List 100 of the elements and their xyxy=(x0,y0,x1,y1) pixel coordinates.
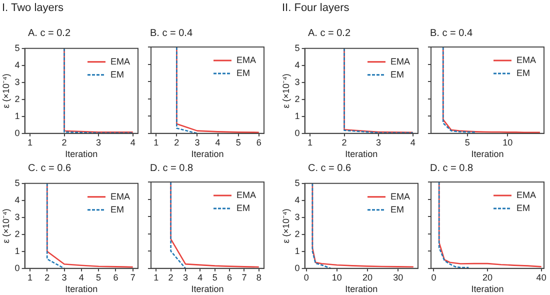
x-tick-label: 6 xyxy=(227,272,232,282)
legend-label: EMA xyxy=(236,190,256,200)
x-axis-title: Iteration xyxy=(65,149,98,160)
x-tick-label: 4 xyxy=(130,137,136,148)
legend-label: EMA xyxy=(390,56,410,66)
chart-title: A. c = 0.2 xyxy=(307,28,352,41)
x-tick-label: 20 xyxy=(482,272,493,282)
x-tick-label: 1 xyxy=(27,137,32,148)
x-axis-title: Iteration xyxy=(345,149,378,160)
legend-label: EM xyxy=(236,68,250,78)
y-tick-label: 1 xyxy=(294,246,300,256)
legend-label: EM xyxy=(516,68,530,78)
chart-title: B. c = 0.4 xyxy=(429,28,474,41)
y-tick-label: 2 xyxy=(294,94,300,104)
y-tick-label: 5 xyxy=(294,178,300,188)
x-tick-label: 20 xyxy=(362,272,373,282)
legend-label: EMA xyxy=(110,191,130,202)
x-tick-label: 8 xyxy=(256,272,262,282)
x-tick-label: 3 xyxy=(182,272,188,282)
legend-label: EMA xyxy=(236,54,256,65)
y-axis-title: ε (×10⁻⁴) xyxy=(280,74,291,108)
x-tick-label: 6 xyxy=(113,272,118,282)
legend-label: EMA xyxy=(516,190,536,200)
x-tick-label: 30 xyxy=(393,272,404,282)
y-tick-label: 1 xyxy=(294,110,300,121)
chart-title: A. c = 0.2 xyxy=(27,28,72,41)
legend-label: EM xyxy=(390,69,404,80)
x-tick-label: 2 xyxy=(168,272,174,282)
y-tick-label: 1 xyxy=(14,110,20,121)
x-tick-label: 4 xyxy=(410,137,416,148)
y-tick-label: 0 xyxy=(14,128,20,138)
x-tick-label: 3 xyxy=(96,137,102,148)
text: I. Two layers xyxy=(2,2,64,14)
x-axis-title: Iteration xyxy=(471,149,504,160)
x-tick-label: 0 xyxy=(304,272,309,282)
x-axis-title: Iteration xyxy=(345,284,378,294)
x-tick-label: 4 xyxy=(198,272,203,282)
y-tick-label: 5 xyxy=(14,42,20,53)
x-tick-label: 1 xyxy=(27,272,32,282)
y-tick-label: 1 xyxy=(14,246,20,256)
x-tick-label: 5 xyxy=(236,137,241,148)
chart-title: C. c = 0.6 xyxy=(307,163,352,176)
chart-title: D. c = 0.8 xyxy=(149,163,194,176)
x-tick-label: 4 xyxy=(78,272,84,282)
line-series xyxy=(312,183,332,268)
x-tick-label: 40 xyxy=(536,272,546,282)
chart-title: B. c = 0.4 xyxy=(149,28,194,41)
legend-label: EM xyxy=(110,204,124,214)
x-tick-label: 2 xyxy=(342,137,347,148)
y-tick-label: 2 xyxy=(294,228,300,239)
x-tick-label: 10 xyxy=(332,272,342,282)
y-tick-label: 3 xyxy=(294,76,300,87)
chart-title: C. c = 0.6 xyxy=(27,163,72,176)
x-tick-label: 1 xyxy=(154,272,159,282)
y-axis-title: ε (×10⁻⁴) xyxy=(280,208,291,244)
y-tick-label: 5 xyxy=(14,178,20,188)
x-axis-title: Iteration xyxy=(191,284,224,294)
legend-label: EM xyxy=(516,202,530,213)
y-tick-label: 4 xyxy=(14,194,20,205)
y-tick-label: 5 xyxy=(294,42,300,53)
text: II. Four layers xyxy=(282,2,350,14)
x-tick-label: 7 xyxy=(242,272,247,282)
x-tick-label: 1 xyxy=(154,137,159,148)
x-tick-label: 5 xyxy=(96,272,102,282)
legend-label: EMA xyxy=(390,191,410,202)
y-tick-label: 3 xyxy=(294,212,300,222)
legend-label: EM xyxy=(390,204,404,214)
y-tick-label: 4 xyxy=(294,60,300,70)
x-axis-title: Iteration xyxy=(471,284,504,294)
x-tick-label: 3 xyxy=(62,272,67,282)
x-tick-label: 2 xyxy=(44,272,50,282)
x-tick-label: 5 xyxy=(212,272,218,282)
x-tick-label: 4 xyxy=(215,137,220,148)
x-tick-label: 2 xyxy=(62,137,67,148)
x-tick-label: 2 xyxy=(174,137,180,148)
y-tick-label: 2 xyxy=(14,228,20,239)
x-tick-label: 10 xyxy=(502,137,513,148)
x-tick-label: 1 xyxy=(307,137,312,148)
x-axis-title: Iteration xyxy=(65,284,98,294)
legend-label: EM xyxy=(236,202,250,213)
x-tick-label: 7 xyxy=(130,272,136,282)
chart-title: D. c = 0.8 xyxy=(429,163,474,176)
x-tick-label: 5 xyxy=(464,137,470,148)
y-tick-label: 4 xyxy=(294,194,300,205)
y-tick-label: 0 xyxy=(294,128,300,138)
x-axis-title: Iteration xyxy=(191,149,224,160)
legend-label: EMA xyxy=(516,54,536,65)
y-tick-label: 3 xyxy=(14,76,20,87)
x-tick-label: 3 xyxy=(376,137,382,148)
x-tick-label: 3 xyxy=(194,137,200,148)
y-tick-label: 4 xyxy=(14,60,20,70)
x-tick-label: 0 xyxy=(431,272,436,282)
legend-label: EMA xyxy=(110,56,130,66)
y-axis-title: ε (×10⁻⁴) xyxy=(0,208,11,244)
y-tick-label: 0 xyxy=(294,262,300,273)
x-tick-label: 6 xyxy=(256,137,262,148)
y-tick-label: 3 xyxy=(14,212,20,222)
y-tick-label: 2 xyxy=(14,94,20,104)
y-axis-title: ε (×10⁻⁴) xyxy=(0,74,11,108)
y-tick-label: 0 xyxy=(14,262,20,273)
